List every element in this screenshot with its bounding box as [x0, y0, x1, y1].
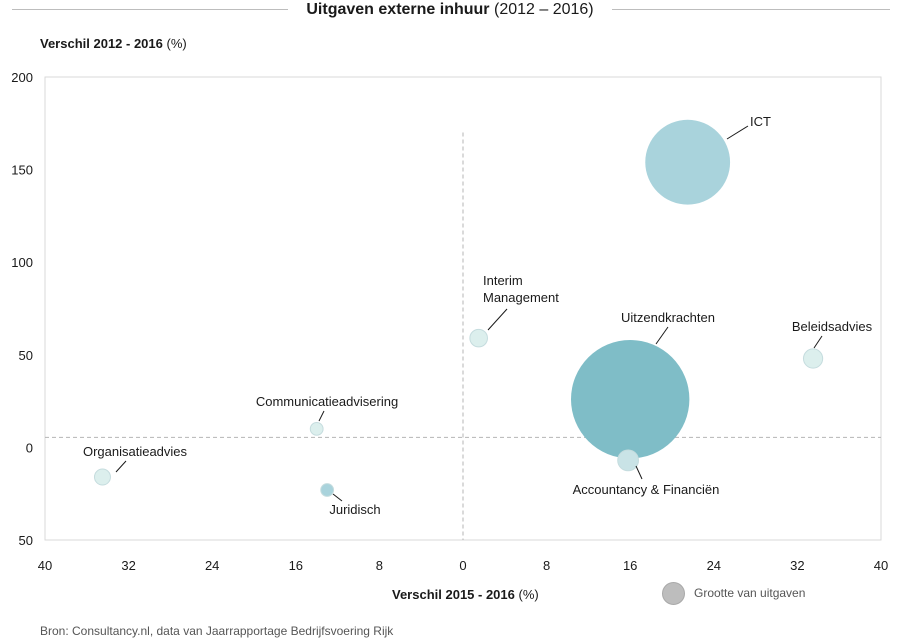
bubble-label-organisatieadvies: Organisatieadvies — [83, 444, 188, 459]
bubble-label-beleidsadvies: Beleidsadvies — [792, 319, 873, 334]
chart-title-bold: Uitgaven externe inhuur — [306, 1, 490, 18]
bubble-label-line: Management — [483, 290, 559, 305]
leader-line-interim-management — [487, 308, 508, 331]
y-tick-label: 0 — [26, 440, 33, 455]
x-axis-label-unit: (%) — [518, 587, 539, 602]
bubble-label-interim-management: Interim Management — [483, 273, 559, 305]
bubble-label-line: Interim — [483, 273, 523, 288]
x-tick-label: 0 — [459, 558, 466, 573]
source-note: Bron: Consultancy.nl, data van Jaarrappo… — [40, 624, 394, 638]
leader-line-ict — [726, 125, 749, 140]
x-tick-label: 24 — [707, 558, 721, 573]
x-tick-label: 16 — [623, 558, 637, 573]
y-axis-label-unit: (%) — [166, 36, 187, 51]
bubble-label-ict: ICT — [750, 114, 771, 129]
bubble-label-communicatieadvisering: Communicatieadvisering — [256, 394, 398, 409]
title-rule-right — [612, 9, 890, 10]
bubble-label-accountancy-financi-n: Accountancy & Financiën — [573, 482, 720, 497]
x-tick-label: 32 — [121, 558, 135, 573]
leader-line-organisatieadvies — [115, 460, 127, 473]
bubble-label-juridisch: Juridisch — [329, 502, 380, 517]
size-legend-label: Grootte van uitgaven — [694, 586, 806, 600]
bubble-accountancy-financi-n — [617, 449, 640, 472]
bubble-organisatieadvies — [93, 468, 111, 486]
x-tick-label: 8 — [543, 558, 550, 573]
bubble-label-uitzendkrachten: Uitzendkrachten — [621, 310, 715, 325]
leader-line-communicatieadvisering — [318, 410, 325, 422]
size-legend-dot — [662, 581, 685, 605]
y-tick-label: 50 — [19, 348, 33, 363]
leader-line-beleidsadvies — [813, 335, 823, 349]
title-row: Uitgaven externe inhuur (2012 – 2016) — [0, 0, 900, 24]
chart-title: Uitgaven externe inhuur (2012 – 2016) — [0, 0, 900, 20]
y-tick-label: 150 — [11, 163, 33, 178]
x-tick-label: 8 — [376, 558, 383, 573]
y-axis-label-bold: Verschil 2012 - 2016 — [40, 36, 163, 51]
bubble-ict — [645, 119, 731, 205]
leader-line-uitzendkrachten — [655, 326, 669, 345]
x-tick-label: 24 — [205, 558, 219, 573]
bubble-communicatieadvisering — [309, 421, 324, 436]
bubble-beleidsadvies — [802, 348, 824, 369]
x-axis-label-bold: Verschil 2015 - 2016 — [392, 587, 515, 602]
bubble-juridisch — [320, 483, 335, 497]
leader-line-accountancy-financi-n — [635, 465, 643, 480]
x-tick-label: 40 — [38, 558, 52, 573]
title-rule-left — [12, 9, 288, 10]
x-axis-label: Verschil 2015 - 2016 (%) — [392, 587, 539, 602]
y-tick-label: 100 — [11, 255, 33, 270]
size-legend: Grootte van uitgaven — [662, 581, 805, 605]
chart-title-rest: (2012 – 2016) — [493, 1, 594, 18]
y-axis-label: Verschil 2012 - 2016 (%) — [40, 36, 187, 51]
bubble-interim-management — [469, 328, 488, 348]
bubble-uitzendkrachten — [571, 340, 690, 459]
y-tick-label: 200 — [11, 70, 33, 85]
x-tick-label: 32 — [790, 558, 804, 573]
y-tick-label: 50 — [19, 533, 33, 548]
leader-line-juridisch — [332, 493, 343, 502]
x-tick-label: 40 — [874, 558, 888, 573]
x-tick-label: 16 — [289, 558, 303, 573]
